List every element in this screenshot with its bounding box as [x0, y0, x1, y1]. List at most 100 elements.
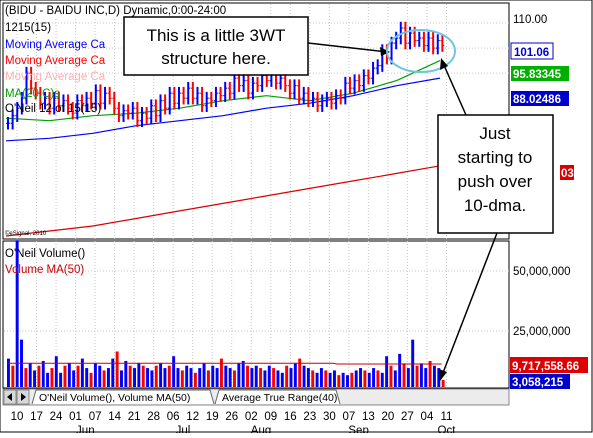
volume-bar	[237, 363, 241, 387]
month-tick: Aug	[251, 425, 271, 433]
volume-bar	[306, 368, 310, 387]
volume-bar	[250, 368, 254, 387]
volume-bar	[146, 368, 150, 387]
date-tick: 24	[50, 411, 63, 423]
volume-bar	[189, 368, 193, 387]
volume-bar	[437, 368, 441, 387]
volume-bar	[311, 370, 315, 387]
ma-line	[5, 77, 441, 142]
annotation-box	[123, 16, 309, 76]
indicator-label-2[interactable]: Moving Average Ca	[5, 55, 106, 67]
volume-axis: 50,000,000 25,000,000 9,717,558.66 3,058…	[510, 266, 588, 389]
volume-bar	[359, 368, 363, 387]
date-tick: 19	[206, 411, 219, 423]
volume-bar	[137, 363, 141, 387]
volume-bar	[332, 370, 336, 387]
volume-bar	[432, 365, 436, 387]
volume-bar	[254, 365, 258, 387]
volume-bar	[159, 363, 163, 387]
tab-scroll-right[interactable]	[16, 389, 30, 405]
arrowhead-icon	[380, 47, 390, 56]
volume-bar	[98, 365, 102, 387]
ma20-badge	[511, 66, 569, 81]
annotation-box	[437, 114, 554, 234]
ma-blue-badge	[511, 91, 569, 106]
volume-bar	[202, 363, 206, 387]
annotation-right-line1: Just	[479, 124, 510, 143]
annotation-arrow	[440, 232, 498, 379]
annotation-arrow	[307, 42, 389, 53]
volume-bar	[328, 372, 332, 387]
arrowhead-icon	[439, 369, 447, 381]
indicator-label-1[interactable]: Moving Average Ca	[5, 39, 106, 51]
volume-bar	[259, 368, 263, 387]
volume-bar	[324, 370, 328, 387]
volume-bar	[354, 370, 358, 387]
volume-bar	[315, 372, 319, 387]
annotation-top: This is a little 3WT structure here.	[123, 16, 309, 76]
ma-blue-value: 88.02486	[513, 94, 561, 106]
tab-atr-label: Average True Range(40)	[222, 392, 337, 404]
annotation-right: Just starting to push over 10-dma.	[437, 114, 554, 234]
volume-bar	[372, 368, 376, 387]
volume-bar	[46, 372, 50, 387]
volume-last-value: 3,058,215	[512, 377, 564, 389]
volume-bar	[424, 368, 428, 387]
volume-bar	[346, 375, 349, 387]
volume-bar	[154, 365, 158, 387]
volume-tick: 50,000,000	[513, 266, 571, 278]
volume-bar	[319, 368, 323, 387]
volume-bar	[285, 365, 289, 387]
indicator-label-3[interactable]: Moving Average Ca	[5, 71, 106, 83]
date-tick: 12	[186, 411, 199, 423]
volume-title: O'Neil Volume()	[5, 248, 85, 260]
volume-bar	[85, 368, 89, 387]
date-tick: 11	[441, 411, 453, 423]
left-arrow-icon	[7, 393, 12, 401]
date-tick: 21	[128, 411, 141, 423]
volume-bar	[93, 363, 97, 387]
month-tick: Jun	[76, 425, 95, 433]
month-tick: Oct	[438, 425, 457, 433]
volume-bar	[133, 368, 136, 387]
chart-title: (BIDU - BAIDU INC,D) Dynamic,0:00-24:00	[5, 5, 226, 17]
volume-bar	[150, 370, 154, 387]
annotation-top-line2: structure here.	[161, 49, 271, 68]
date-tick: 04	[421, 411, 434, 423]
volume-bar	[280, 372, 284, 387]
title-bg	[4, 4, 259, 17]
volume-bar	[402, 363, 406, 387]
volume-bar	[80, 358, 84, 387]
volume-bar	[111, 358, 115, 387]
month-tick: Jul	[176, 425, 191, 433]
volume-bar	[198, 368, 202, 387]
tab-atr[interactable]	[214, 389, 341, 405]
volume-bar	[293, 363, 297, 387]
volume-bar	[206, 370, 210, 387]
volume-bar	[33, 370, 37, 387]
annotation-right-line3: push over	[458, 172, 533, 191]
volume-ma-line	[7, 362, 442, 365]
date-tick: 30	[323, 411, 336, 423]
tab-oneil-volume[interactable]	[31, 389, 215, 405]
volume-bar	[72, 370, 76, 387]
volume-bar	[341, 372, 345, 387]
volume-bar	[389, 365, 393, 387]
date-tick: 09	[264, 411, 277, 423]
indicator-label-5[interactable]: O'Neil 12 of 15(15)	[5, 103, 101, 115]
date-tick: 28	[147, 411, 160, 423]
date-axis: 10 17 24 01 07 14 21 28 06 12 19 26 02 09 16 23 30 07 13 20…	[11, 411, 457, 437]
volume-bar	[89, 372, 93, 387]
volume-bar	[115, 351, 119, 387]
volume-bar	[406, 368, 410, 387]
volume-bar	[128, 365, 132, 387]
volume-bar	[59, 372, 63, 387]
volume-bar	[54, 356, 58, 387]
indicator-label-4[interactable]: MA(20,C)s	[5, 88, 60, 100]
chart-subtitle: 1215(15)	[5, 22, 51, 34]
volume-bar	[106, 368, 110, 387]
tab-scroll-left[interactable]	[3, 389, 17, 405]
